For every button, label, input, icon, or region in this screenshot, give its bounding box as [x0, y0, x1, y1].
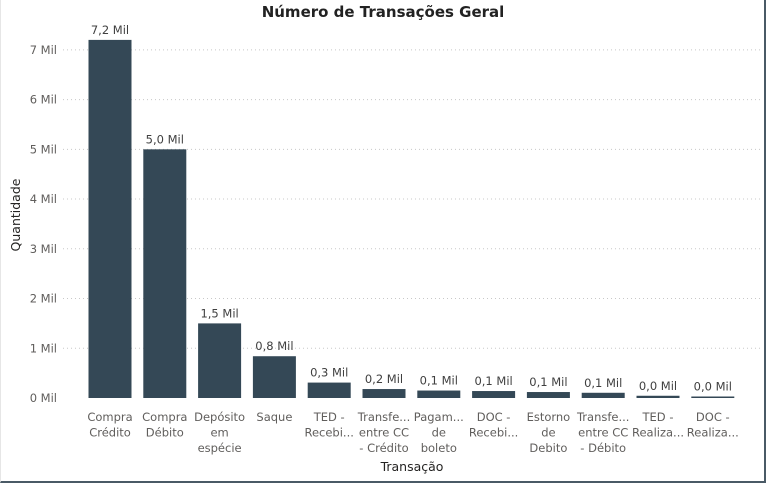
category-label: DOC -	[696, 410, 730, 424]
category-label: Compra	[142, 410, 187, 424]
data-label: 0,1 Mil	[420, 374, 458, 388]
category-label: Débito	[146, 426, 184, 440]
bar[interactable]	[636, 395, 680, 398]
y-tick-label: 2 Mil	[30, 292, 57, 306]
category-label: Estorno	[527, 410, 571, 424]
data-label: 0,2 Mil	[365, 372, 403, 386]
category-label: entre CC	[359, 426, 409, 440]
bar[interactable]	[417, 390, 461, 398]
y-tick-label: 7 Mil	[30, 43, 57, 57]
data-label: 0,3 Mil	[310, 366, 348, 380]
category-label: TED -	[642, 410, 674, 424]
category-label: Transfe...	[576, 410, 629, 424]
category-label: - Crédito	[359, 441, 408, 455]
data-label: 1,5 Mil	[200, 306, 238, 320]
category-label: Recebi...	[469, 426, 518, 440]
y-tick-label: 4 Mil	[30, 192, 57, 206]
y-tick-label: 5 Mil	[30, 142, 57, 156]
bar[interactable]	[307, 382, 351, 398]
category-label: Realiza...	[687, 426, 739, 440]
category-label: Realiza...	[632, 426, 684, 440]
bar[interactable]	[88, 39, 132, 398]
category-label: TED -	[313, 410, 345, 424]
data-label: 0,1 Mil	[474, 374, 512, 388]
category-label: Saque	[256, 410, 292, 424]
data-label: 7,2 Mil	[91, 23, 129, 37]
category-label: Compra	[87, 410, 132, 424]
y-tick-label: 0 Mil	[30, 391, 57, 405]
bar[interactable]	[526, 392, 570, 398]
bar[interactable]	[581, 392, 625, 398]
bar[interactable]	[143, 149, 187, 398]
data-label: 0,0 Mil	[694, 380, 732, 394]
category-label: Transfe...	[357, 410, 410, 424]
y-axis-title: Quantidade	[8, 178, 23, 251]
data-label: 0,0 Mil	[639, 379, 677, 393]
data-labels: 7,2 Mil 5,0 Mil 1,5 Mil 0,8 Mil 0,3 Mil 0,2 M…	[91, 23, 732, 394]
category-label: Recebi...	[304, 426, 353, 440]
data-label: 0,1 Mil	[584, 376, 622, 390]
x-axis-title: Transação	[380, 459, 444, 474]
category-label: de	[432, 426, 446, 440]
category-label: Depósito	[194, 410, 245, 424]
category-label: Crédito	[89, 426, 131, 440]
category-label: boleto	[421, 441, 457, 455]
bar[interactable]	[472, 391, 516, 398]
data-label: 0,8 Mil	[255, 339, 293, 353]
category-label: Pagam...	[414, 410, 464, 424]
bar[interactable]	[252, 356, 296, 398]
category-label: - Débito	[580, 441, 626, 455]
y-axis-ticks: 0 Mil 1 Mil 2 Mil 3 Mil 4 Mil 5 Mil 6 Mil 7 Mil	[30, 43, 57, 405]
bars	[88, 39, 735, 398]
data-label: 0,1 Mil	[529, 375, 567, 389]
category-labels: Compra Crédito Compra Débito Depósito emespéc…	[87, 410, 738, 455]
category-label: espécie	[198, 441, 242, 455]
data-label: 5,0 Mil	[146, 132, 184, 146]
chart-title: Número de Transações Geral	[262, 3, 505, 21]
category-label: Debito	[529, 441, 567, 455]
bar[interactable]	[691, 396, 735, 398]
y-tick-label: 6 Mil	[30, 93, 57, 107]
bar[interactable]	[362, 389, 406, 398]
category-label: em	[210, 426, 228, 440]
category-label: entre CC	[578, 426, 628, 440]
category-label: DOC -	[477, 410, 511, 424]
y-tick-label: 1 Mil	[30, 341, 57, 355]
category-label: de	[541, 426, 555, 440]
y-tick-label: 3 Mil	[30, 242, 57, 256]
bar[interactable]	[198, 323, 242, 398]
